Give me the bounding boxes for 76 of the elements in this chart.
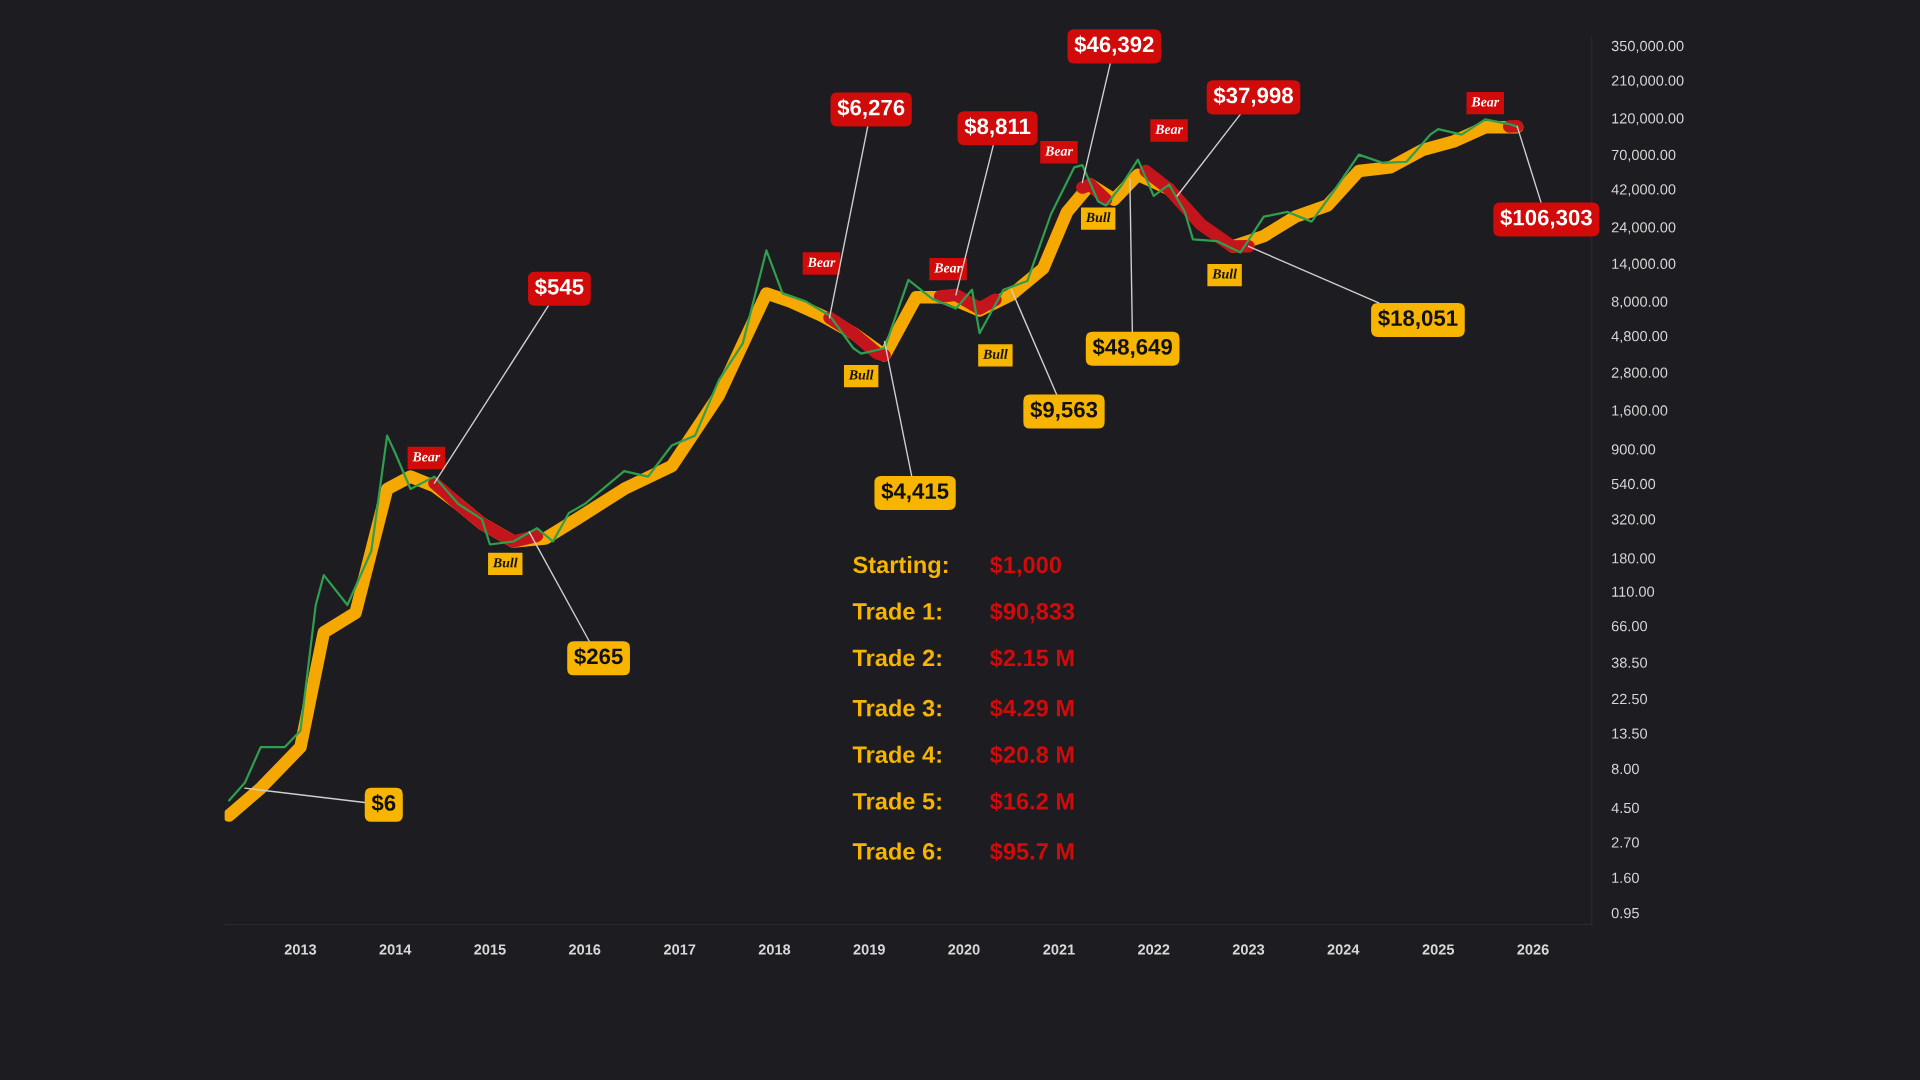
x-tick-label: 2016	[568, 944, 601, 955]
y-tick-label: 66.00	[1611, 621, 1648, 632]
y-tick-label: 4,800.00	[1611, 331, 1668, 344]
x-tick-label: 2026	[1517, 944, 1549, 955]
y-tick-label: 14,000.00	[1612, 258, 1676, 271]
annotation: $9,563	[1030, 400, 1098, 421]
y-tick-label: 8,000.00	[1611, 296, 1668, 309]
annotation: Trade 4:	[852, 745, 941, 764]
annotation: $6,276	[837, 98, 905, 119]
y-tick-label: 8.00	[1611, 763, 1639, 775]
y-tick-label: 350,000.00	[1611, 40, 1684, 53]
annotation: Bear	[1155, 124, 1184, 134]
annotation: $106,303	[1500, 208, 1592, 229]
y-tick-label: 180.00	[1612, 553, 1656, 564]
annotation: $265	[574, 647, 623, 666]
y-tick-label: 1,600.00	[1612, 405, 1668, 418]
annotation: Bear	[1471, 97, 1500, 107]
annotation: $16.2 M	[990, 791, 1074, 812]
annotation: Trade 1:	[852, 602, 941, 620]
y-tick-label: 120,000.00	[1612, 113, 1684, 126]
y-tick-label: 22.50	[1611, 693, 1648, 705]
y-tick-label: 210,000.00	[1611, 75, 1684, 88]
x-tick-label: 2019	[853, 944, 885, 955]
y-tick-label: 320.00	[1611, 514, 1656, 525]
x-tick-label: 2022	[1138, 944, 1170, 955]
x-tick-label: 2015	[474, 944, 506, 955]
annotation: $37,998	[1213, 86, 1293, 107]
y-tick-label: 13.50	[1612, 728, 1648, 739]
annotation: $20.8 M	[990, 745, 1074, 765]
annotation: $545	[534, 277, 584, 297]
y-tick-label: 2.70	[1611, 837, 1639, 848]
annotation: $4.29 M	[990, 698, 1074, 719]
annotation: $1,000	[990, 555, 1062, 577]
annotation: Starting:	[853, 555, 948, 578]
y-tick-label: 70,000.00	[1611, 149, 1676, 162]
annotation: Bull	[848, 369, 874, 380]
x-tick-label: 2023	[1232, 944, 1265, 955]
annotation: $18,051	[1378, 309, 1458, 330]
x-tick-label: 2013	[284, 944, 317, 955]
x-tick-label: 2024	[1327, 944, 1360, 955]
annotation: Trade 3:	[852, 699, 941, 717]
y-tick-label: 900.00	[1611, 444, 1656, 455]
annotation: Bull	[1085, 212, 1111, 223]
y-tick-label: 4.50	[1611, 802, 1639, 814]
y-tick-label: 540.00	[1611, 478, 1656, 490]
annotation: $48,649	[1092, 337, 1172, 358]
x-tick-label: 2017	[664, 944, 696, 955]
y-tick-label: 110.00	[1612, 586, 1655, 597]
annotation: Bear	[934, 263, 963, 273]
annotation: Trade 2:	[852, 649, 941, 667]
annotation: Bull	[1212, 268, 1237, 279]
annotation: Trade 5:	[852, 792, 941, 810]
annotation: Bear	[412, 452, 441, 462]
annotation: Bull	[492, 557, 518, 568]
annotation: Bear	[807, 257, 836, 267]
y-tick-label: 42,000.00	[1611, 184, 1676, 197]
annotation: $95.7 M	[990, 842, 1074, 862]
y-tick-label: 2,800.00	[1611, 367, 1668, 380]
annotation: $4,415	[881, 482, 949, 503]
annotation: $2.15 M	[990, 648, 1074, 668]
x-tick-label: 2018	[758, 944, 791, 955]
y-tick-label: 0.95	[1611, 907, 1639, 919]
x-tick-label: 2021	[1043, 944, 1075, 955]
y-tick-label: 1.60	[1612, 872, 1639, 884]
annotation: Bull	[982, 349, 1008, 359]
annotation: Trade 6:	[852, 842, 941, 860]
y-tick-label: 24,000.00	[1611, 222, 1676, 235]
x-tick-label: 2014	[379, 944, 412, 955]
x-tick-label: 2020	[948, 944, 980, 955]
annotation: $8,811	[964, 117, 1031, 138]
annotation: $90,833	[990, 602, 1075, 624]
annotation: Bear	[1044, 146, 1073, 156]
annotation: $6	[371, 794, 396, 813]
y-tick-label: 38.50	[1611, 657, 1648, 668]
x-tick-label: 2025	[1422, 944, 1455, 955]
annotation: $46,392	[1074, 35, 1154, 56]
